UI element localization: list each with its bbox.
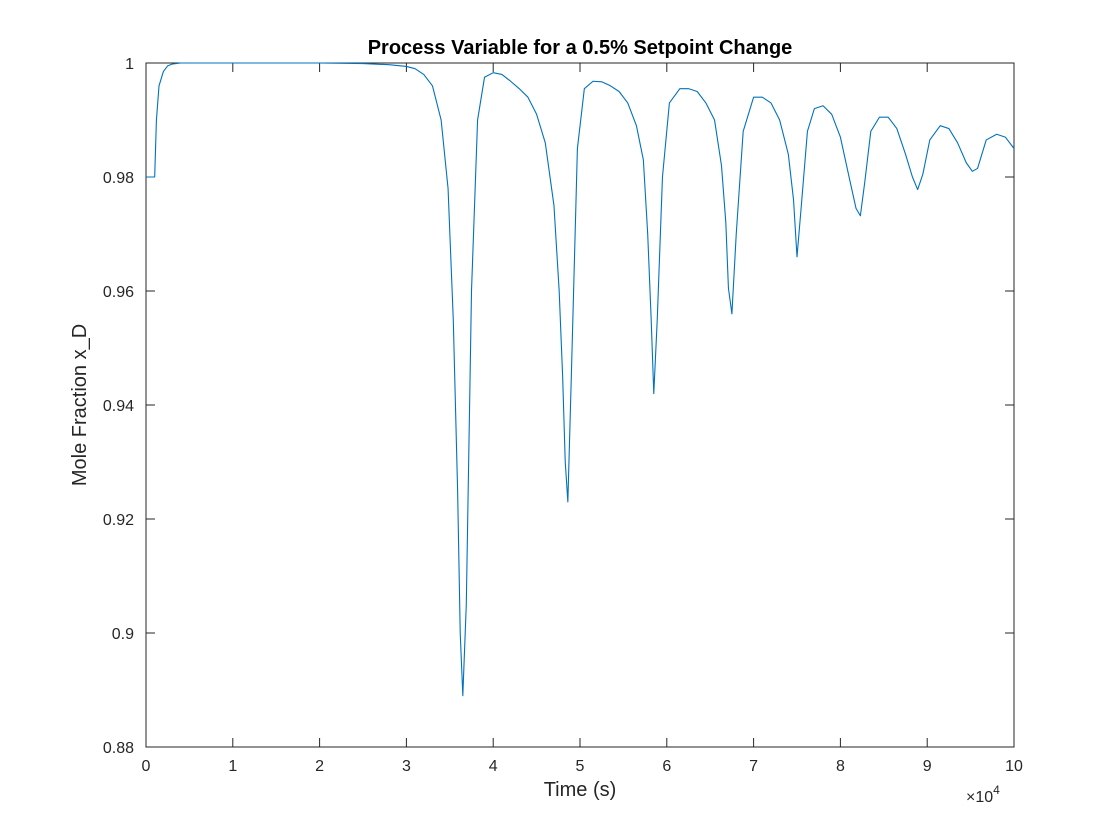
x-tick-label: 8: [836, 758, 845, 775]
x-tick-label: 10: [1005, 758, 1023, 775]
x-tick-label: 9: [923, 758, 932, 775]
x-tick-label: 3: [402, 758, 411, 775]
y-axis-label: Mole Fraction x_D: [69, 324, 91, 486]
y-tick-label: 0.92: [103, 512, 134, 529]
x-tick-label: 0: [142, 758, 151, 775]
y-tick-label: 0.98: [103, 170, 134, 187]
x-tick-label: 5: [576, 758, 585, 775]
x-tick-label: 7: [749, 758, 758, 775]
x-tick-label: 1: [228, 758, 237, 775]
y-axis-ticks: [146, 62, 1014, 748]
x-tick-label: 4: [489, 758, 498, 775]
series-line-xd: [146, 62, 1015, 697]
plot-area: [145, 62, 1015, 748]
x-tick-label: 2: [315, 758, 324, 775]
y-tick-label: 0.88: [103, 740, 134, 757]
x-axis-label: Time (s): [544, 779, 617, 801]
y-axis-tick-labels: 0.88 0.9 0.92 0.94 0.96 0.98 1: [103, 56, 134, 757]
x-axis-tick-labels: 0 1 2 3 4 5 6 7 8 9 10: [142, 758, 1023, 775]
x-exponent-base: ×10: [966, 789, 993, 806]
y-tick-label: 0.96: [103, 284, 134, 301]
x-tick-label: 6: [662, 758, 671, 775]
x-exponent-power: 4: [993, 783, 1000, 797]
y-tick-label: 0.9: [112, 626, 134, 643]
y-tick-label: 1: [125, 56, 134, 73]
x-axis-exponent: ×104: [966, 783, 1000, 806]
y-tick-label: 0.94: [103, 398, 134, 415]
chart-title: Process Variable for a 0.5% Setpoint Cha…: [368, 37, 793, 59]
x-axis-ticks: [145, 63, 1015, 747]
